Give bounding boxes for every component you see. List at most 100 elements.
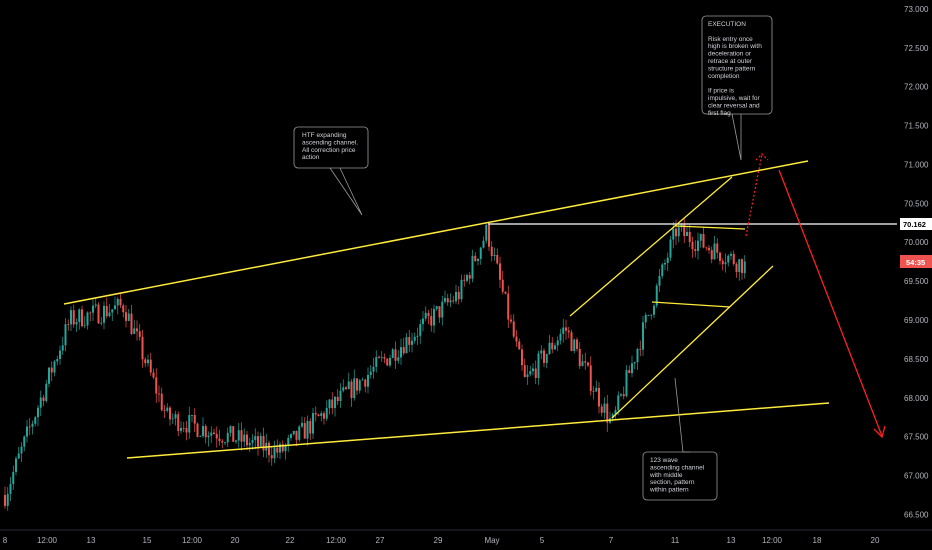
candle-up xyxy=(20,446,23,454)
candle-down xyxy=(204,426,207,438)
candle-up xyxy=(312,413,314,434)
annotation-line: retrace at outer xyxy=(708,58,753,65)
execution-note-pointer xyxy=(731,113,742,161)
candle-down xyxy=(295,430,298,440)
candle-up xyxy=(573,339,576,351)
annotation-line: ascending channel. xyxy=(302,139,358,146)
price-tick-label: 67.000 xyxy=(904,472,929,481)
candle-up xyxy=(493,254,496,257)
candle-up xyxy=(39,397,42,408)
candle-down xyxy=(507,293,510,320)
flag-top-line[interactable] xyxy=(675,225,746,230)
candle-up xyxy=(292,430,295,435)
time-tick-label: May xyxy=(484,536,499,545)
candle-up xyxy=(287,437,290,446)
candle-up xyxy=(339,390,342,402)
candle-up xyxy=(397,357,400,361)
price-tick-label: 70.000 xyxy=(904,238,929,247)
candle-down xyxy=(232,426,235,442)
candle-up xyxy=(617,395,620,411)
time-tick-label: 7 xyxy=(609,536,614,545)
candle-up xyxy=(199,436,202,437)
candle-up xyxy=(738,259,741,272)
candle-up xyxy=(328,399,331,408)
candle-down xyxy=(122,305,125,313)
candle-up xyxy=(229,426,232,433)
candle-up xyxy=(251,440,254,443)
candle-down xyxy=(708,247,710,251)
candle-up xyxy=(17,453,20,459)
candle-up xyxy=(34,417,37,424)
candle-up xyxy=(6,493,9,506)
candle-up xyxy=(100,322,103,324)
candle-down xyxy=(510,319,512,322)
candle-down xyxy=(598,387,600,407)
candle-up xyxy=(180,428,182,432)
wave-channel-upper-line[interactable] xyxy=(569,176,733,317)
candle-down xyxy=(457,291,460,300)
htf-upper-channel-line[interactable] xyxy=(63,160,809,305)
htf-lower-channel-line[interactable] xyxy=(126,402,830,459)
candle-down xyxy=(716,243,719,253)
candle-up xyxy=(53,361,56,373)
candle-up xyxy=(556,340,559,346)
candle-up xyxy=(108,312,111,317)
candle-up xyxy=(116,298,119,306)
candle-up xyxy=(466,275,468,281)
candle-up xyxy=(655,285,658,306)
candle-down xyxy=(378,356,380,358)
wave-note-box[interactable] xyxy=(642,451,718,501)
candle-up xyxy=(37,407,39,418)
candle-up xyxy=(9,483,12,494)
candle-up xyxy=(405,337,408,354)
candle-up xyxy=(133,328,136,334)
candle-up xyxy=(672,228,675,240)
candle-down xyxy=(518,341,521,350)
execution-note-box[interactable] xyxy=(701,15,773,115)
candle-down xyxy=(149,359,152,373)
candle-down xyxy=(218,438,221,442)
candle-down xyxy=(125,312,127,321)
candle-up xyxy=(581,361,584,367)
candle-up xyxy=(644,315,647,323)
candle-up xyxy=(248,442,251,446)
candle-down xyxy=(276,447,279,453)
htf-note-text: HTF expanding ascending channel. All corre… xyxy=(302,132,358,161)
candle-down xyxy=(592,391,595,392)
candle-up xyxy=(226,432,229,443)
candle-down xyxy=(402,347,405,354)
candle-down xyxy=(138,331,141,337)
candle-up xyxy=(59,350,61,360)
annotation-line: HTF expanding xyxy=(302,132,347,139)
flag-bottom-line[interactable] xyxy=(651,301,731,308)
candle-up xyxy=(284,445,287,452)
candle-down xyxy=(185,428,188,433)
time-tick-label: 20 xyxy=(231,536,240,545)
candle-up xyxy=(730,254,732,256)
drawings-layer: HTF expanding ascending channel. All corre… xyxy=(63,15,900,501)
time-axis[interactable]: 8 12:00 13 15 12:00 20 22 12:00 27 29 May 5 7 11 13 12:… xyxy=(0,529,932,545)
candle-down xyxy=(628,370,631,374)
candle-down xyxy=(688,231,691,242)
candle-down xyxy=(350,381,353,399)
candle-down xyxy=(246,434,248,446)
candle-up xyxy=(372,366,375,372)
time-tick-label: 15 xyxy=(143,536,152,545)
candle-down xyxy=(221,441,224,443)
candle-down xyxy=(136,328,138,332)
candle-up xyxy=(320,413,323,416)
projection-down-arrow-line xyxy=(778,169,883,437)
candle-up xyxy=(103,305,105,323)
candle-up xyxy=(743,261,746,274)
candle-down xyxy=(356,378,358,391)
htf-note-box[interactable] xyxy=(293,126,369,169)
candle-up xyxy=(603,403,606,413)
wave-channel-lower-line[interactable] xyxy=(611,265,774,419)
candle-up xyxy=(64,324,67,346)
candle-down xyxy=(488,224,490,247)
candle-up xyxy=(389,357,391,366)
candle-up xyxy=(325,407,328,419)
annotation-line xyxy=(708,28,710,35)
candle-down xyxy=(394,349,397,361)
